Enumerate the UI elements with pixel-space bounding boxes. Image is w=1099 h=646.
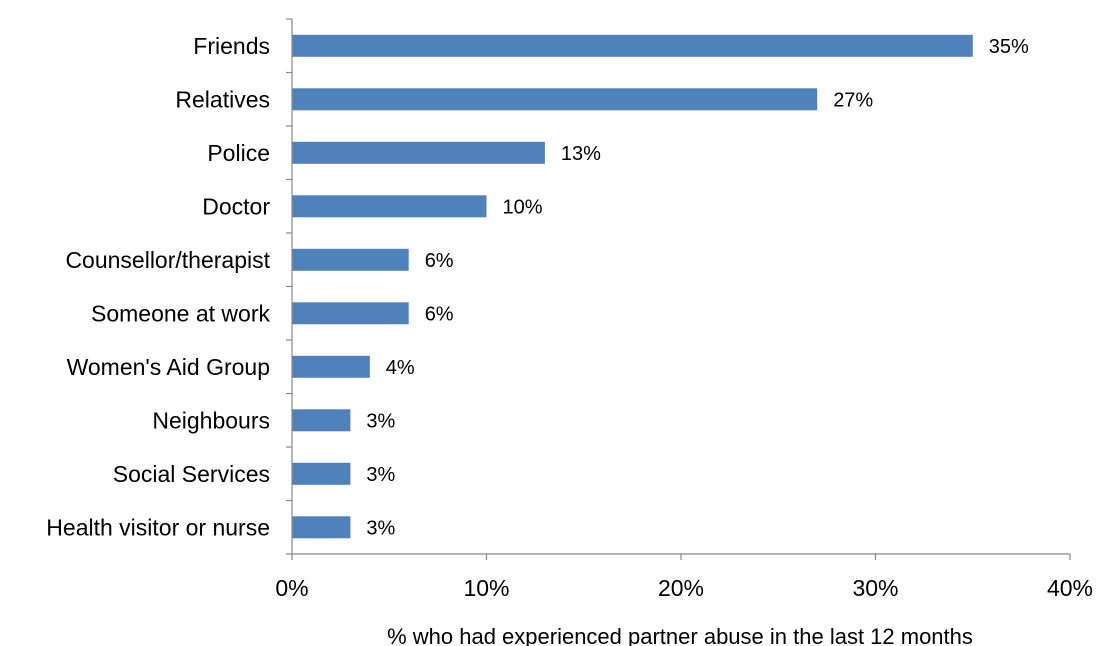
data-label-someone-at-work: 6% — [425, 303, 454, 325]
bar-friends — [292, 34, 973, 57]
category-label-social-services: Social Services — [113, 461, 270, 487]
category-label-neighbours: Neighbours — [152, 407, 270, 433]
category-label-health-visitor-or-nurse: Health visitor or nurse — [46, 514, 270, 540]
data-label-doctor: 10% — [503, 196, 543, 218]
bars-group — [292, 34, 973, 539]
x-tick-label: 40% — [1047, 575, 1093, 601]
bar-someone-at-work — [292, 302, 409, 325]
axes-group — [286, 18, 1071, 560]
data-labels-group: 35% 27% 13% 10% 6% 6% 4% 3% 3% 3% — [366, 36, 1029, 539]
bar-women-s-aid-group — [292, 355, 370, 378]
category-label-doctor: Doctor — [202, 193, 270, 219]
category-label-counsellor-therapist: Counsellor/therapist — [65, 247, 270, 273]
category-label-relatives: Relatives — [175, 86, 270, 112]
category-labels-group: Friends Relatives Police Doctor Counsellor/t… — [46, 33, 270, 540]
category-label-someone-at-work: Someone at work — [91, 300, 270, 326]
bar-counsellor-therapist — [292, 248, 409, 271]
data-label-neighbours: 3% — [366, 410, 395, 432]
data-label-police: 13% — [561, 143, 601, 165]
data-label-counsellor-therapist: 6% — [425, 250, 454, 272]
x-tick-label: 10% — [463, 575, 509, 601]
bar-relatives — [292, 88, 818, 111]
data-label-social-services: 3% — [366, 464, 395, 486]
data-label-friends: 35% — [989, 36, 1029, 58]
category-label-women-s-aid-group: Women's Aid Group — [67, 354, 270, 380]
data-label-women-s-aid-group: 4% — [386, 357, 415, 379]
x-tick-label: 0% — [275, 575, 308, 601]
x-tick-label: 30% — [852, 575, 898, 601]
bar-neighbours — [292, 409, 351, 432]
bar-social-services — [292, 462, 351, 485]
category-label-friends: Friends — [193, 33, 270, 59]
data-label-health-visitor-or-nurse: 3% — [366, 517, 395, 539]
x-tick-label: 20% — [658, 575, 704, 601]
data-label-relatives: 27% — [833, 89, 873, 111]
tick-labels-group: 0% 10% 20% 30% 40% — [275, 575, 1093, 601]
bar-doctor — [292, 195, 487, 218]
category-label-police: Police — [207, 140, 270, 166]
x-axis-title: % who had experienced partner abuse in t… — [387, 624, 973, 646]
bar-health-visitor-or-nurse — [292, 516, 351, 539]
bar-police — [292, 141, 545, 164]
